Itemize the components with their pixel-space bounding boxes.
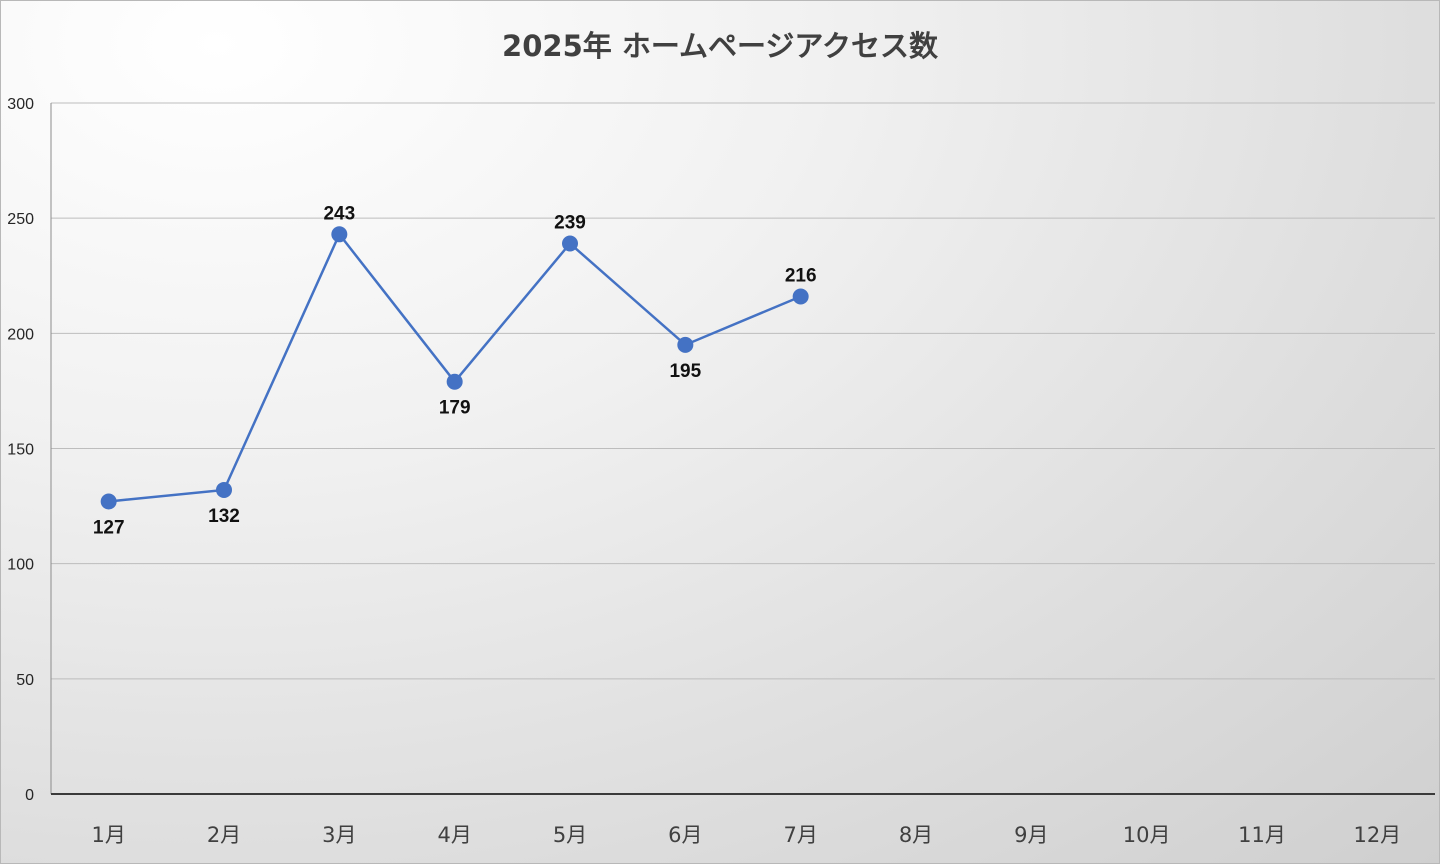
data-point [562, 235, 578, 252]
data-point [792, 288, 809, 305]
data-label: 195 [669, 361, 701, 382]
x-tick-label: 3月 [322, 823, 356, 847]
x-tick-label: 7月 [783, 823, 817, 847]
x-tick-label: 6月 [668, 823, 702, 847]
data-label: 132 [208, 506, 240, 527]
data-point [331, 226, 348, 243]
x-tick-label: 12月 [1353, 823, 1401, 847]
data-point [446, 373, 463, 390]
x-tick-label: 8月 [899, 823, 933, 847]
gridlines [51, 102, 1435, 680]
y-tick-label: 100 [7, 557, 34, 574]
data-label: 243 [323, 203, 355, 224]
x-tick-label: 4月 [437, 823, 471, 847]
data-label: 127 [93, 517, 125, 538]
y-tick-label: 200 [7, 326, 34, 343]
chart-title: 2025年 ホームページアクセス数 [502, 29, 939, 63]
data-label: 216 [785, 265, 817, 286]
y-tick-label: 300 [7, 96, 34, 113]
x-tick-label: 5月 [553, 823, 587, 847]
y-tick-label: 250 [7, 211, 34, 228]
data-labels: 127 132 243 179 239 195 216 [93, 203, 817, 538]
x-tick-label: 1月 [91, 823, 125, 847]
data-label: 179 [439, 398, 471, 419]
data-point [677, 336, 694, 353]
series [100, 226, 809, 510]
y-tick-label: 150 [7, 442, 34, 459]
data-point [216, 481, 232, 498]
data-point [100, 493, 117, 510]
y-tick-label: 0 [25, 787, 34, 804]
axes: 0 50 100 150 200 250 300 1月 2月 3月 4月 5月 6月 7月 8月 9月 10月 1… [7, 96, 1435, 847]
x-tick-label: 9月 [1014, 823, 1048, 847]
data-label: 239 [554, 213, 586, 234]
x-tick-label: 11月 [1238, 823, 1286, 847]
x-tick-label: 10月 [1123, 823, 1171, 847]
x-tick-label: 2月 [207, 823, 241, 847]
y-tick-label: 50 [16, 672, 34, 689]
